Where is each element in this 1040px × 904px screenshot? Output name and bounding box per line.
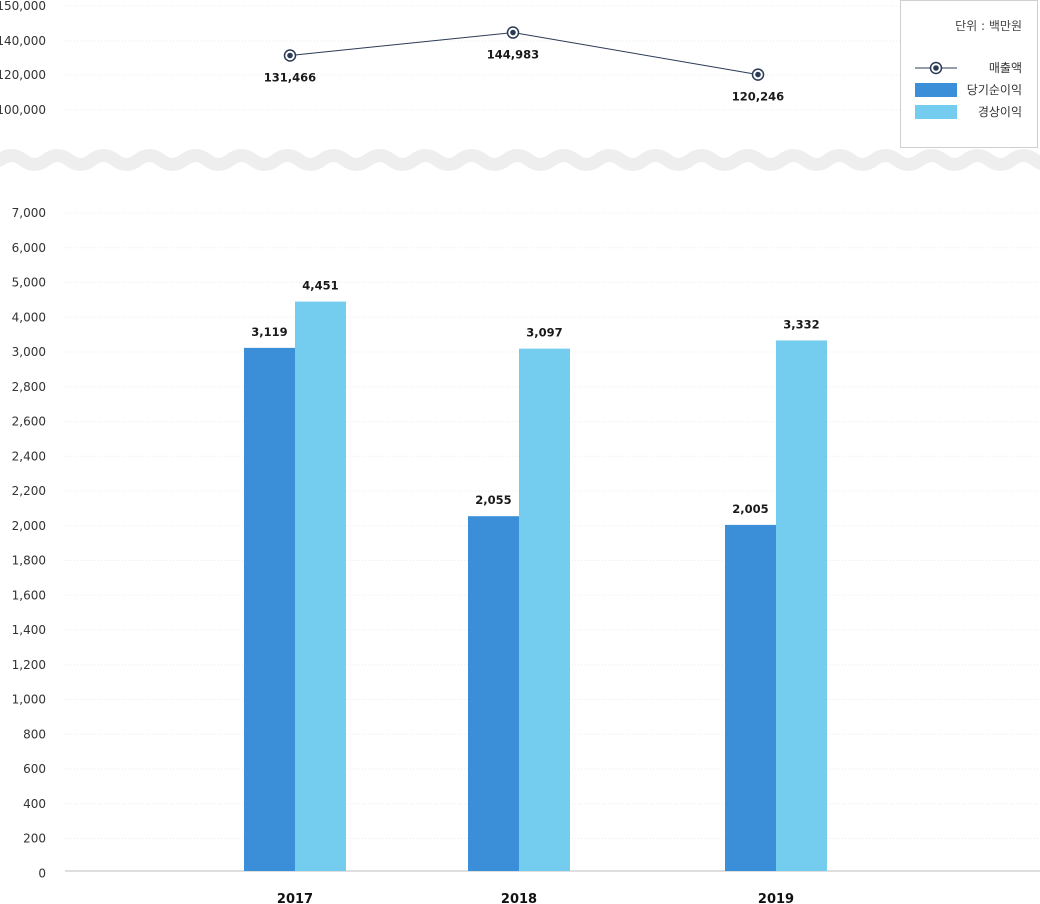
top-y-tick-label: 100,000 xyxy=(0,103,46,117)
bar-ordinary-income-2017 xyxy=(295,301,346,871)
bottom-panel-profit: 7,000 6,000 5,000 4,000 3,000 2,800 2,600 2,400… xyxy=(12,206,1040,904)
bar-value-label-ordinary-income-2018: 3,097 xyxy=(526,326,562,340)
revenue-point-dot-2018 xyxy=(510,29,516,36)
top-y-tick-label: 140,000 xyxy=(0,34,46,48)
revenue-value-label-2018: 144,983 xyxy=(487,48,539,62)
revenue-point-dot-2019 xyxy=(755,71,761,78)
bottom-y-tick-label: 4,000 xyxy=(12,310,46,324)
legend-swatch-net-income xyxy=(915,83,957,97)
bottom-y-tick-label: 600 xyxy=(23,762,46,776)
bottom-y-tick-label: 0 xyxy=(38,866,46,880)
bottom-y-tick-label: 5,000 xyxy=(12,276,46,290)
top-y-tick-label: 150,000 xyxy=(0,0,46,13)
legend-item-revenue: 매출액 xyxy=(915,60,1022,76)
unit-label: 단위 : 백만원 xyxy=(955,19,1022,33)
bottom-y-tick-label: 1,200 xyxy=(12,658,46,672)
legend-item-net-income: 당기순이익 xyxy=(915,82,1022,98)
x-category-label-2018: 2018 xyxy=(501,892,537,904)
bottom-y-tick-label: 6,000 xyxy=(12,241,46,255)
bottom-y-tick-label: 1,600 xyxy=(12,588,46,602)
top-panel-revenue: 150,000 140,000 120,000 100,000 131,466 144,9… xyxy=(0,0,1040,117)
legend-line-marker-icon xyxy=(915,61,957,75)
bottom-y-tick-label: 2,800 xyxy=(12,380,46,394)
bottom-y-tick-label: 2,600 xyxy=(12,415,46,429)
bar-value-label-net-income-2017: 3,119 xyxy=(251,325,287,339)
bottom-y-tick-label: 800 xyxy=(23,727,46,741)
chart-legend: 단위 : 백만원 매출액 당기순이익 경상이익 xyxy=(900,0,1038,148)
bar-net-income-2017 xyxy=(244,347,295,871)
legend-label-net-income: 당기순이익 xyxy=(966,83,1022,97)
revenue-value-label-2019: 120,246 xyxy=(732,90,784,104)
bar-net-income-2019 xyxy=(725,524,776,871)
bar-value-label-ordinary-income-2019: 3,332 xyxy=(783,317,819,331)
bottom-y-tick-label: 2,400 xyxy=(12,449,46,463)
top-y-tick-label: 120,000 xyxy=(0,68,46,82)
axis-break-wave xyxy=(0,149,1040,171)
bottom-y-tick-label: 2,000 xyxy=(12,519,46,533)
bar-net-income-2018 xyxy=(468,516,519,871)
bottom-y-tick-label: 7,000 xyxy=(12,206,46,220)
x-category-label-2019: 2019 xyxy=(758,892,794,904)
bottom-y-tick-label: 1,800 xyxy=(12,554,46,568)
bar-ordinary-income-2018 xyxy=(519,348,570,871)
legend-label-ordinary-income: 경상이익 xyxy=(977,105,1022,119)
revenue-value-label-2017: 131,466 xyxy=(264,71,316,85)
legend-item-ordinary-income: 경상이익 xyxy=(915,104,1022,120)
bottom-y-tick-label: 3,000 xyxy=(12,345,46,359)
bottom-y-tick-label: 400 xyxy=(23,797,46,811)
bar-ordinary-income-2019 xyxy=(776,340,827,871)
bar-value-label-net-income-2018: 2,055 xyxy=(475,493,511,507)
bar-value-label-ordinary-income-2017: 4,451 xyxy=(302,279,338,293)
x-category-label-2017: 2017 xyxy=(277,892,313,904)
bottom-y-tick-label: 1,000 xyxy=(12,693,46,707)
bottom-y-tick-label: 2,200 xyxy=(12,484,46,498)
bar-value-label-net-income-2019: 2,005 xyxy=(732,502,768,516)
legend-label-revenue: 매출액 xyxy=(988,61,1022,75)
revenue-point-dot-2017 xyxy=(287,52,293,59)
bottom-y-tick-label: 1,400 xyxy=(12,623,46,637)
legend-swatch-ordinary-income xyxy=(915,105,957,119)
bottom-y-tick-label: 200 xyxy=(23,832,46,846)
